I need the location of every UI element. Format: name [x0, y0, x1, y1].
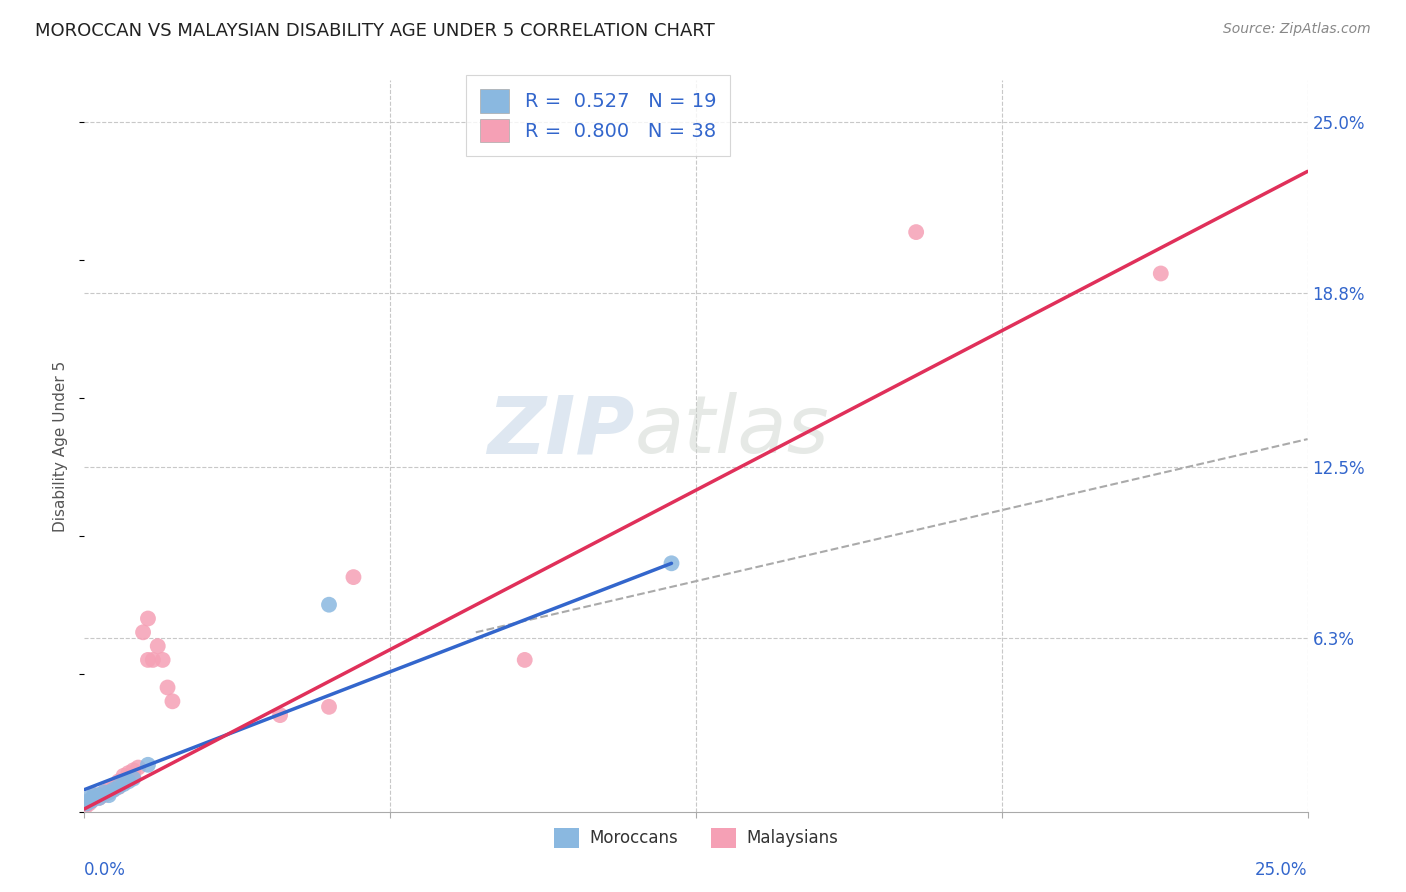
Point: [97, 785, 120, 799]
Point: [269, 708, 291, 723]
Point: [97, 788, 120, 802]
Point: [112, 769, 135, 783]
Point: [76, 797, 98, 811]
Point: [103, 780, 125, 794]
Point: [93, 788, 115, 802]
Text: Source: ZipAtlas.com: Source: ZipAtlas.com: [1223, 22, 1371, 37]
Point: [83, 788, 105, 802]
Legend: Moroccans, Malaysians: Moroccans, Malaysians: [547, 821, 845, 855]
Point: [112, 774, 135, 789]
Point: [107, 774, 129, 789]
Point: [83, 791, 105, 805]
Point: [136, 757, 159, 772]
Point: [1150, 267, 1173, 281]
Point: [77, 794, 100, 808]
Point: [83, 788, 105, 802]
Point: [93, 785, 115, 799]
Point: [97, 782, 120, 797]
Point: [76, 797, 98, 811]
Point: [103, 782, 125, 797]
Point: [77, 794, 100, 808]
Point: [117, 766, 139, 780]
Point: [122, 772, 145, 786]
Text: 25.0%: 25.0%: [1256, 862, 1308, 880]
Text: MOROCCAN VS MALAYSIAN DISABILITY AGE UNDER 5 CORRELATION CHART: MOROCCAN VS MALAYSIAN DISABILITY AGE UND…: [35, 22, 714, 40]
Point: [905, 225, 928, 239]
Point: [117, 774, 139, 789]
Point: [87, 788, 110, 802]
Point: [132, 625, 155, 640]
Point: [342, 570, 364, 584]
Point: [122, 764, 145, 778]
Point: [107, 780, 129, 794]
Point: [152, 653, 174, 667]
Point: [77, 791, 100, 805]
Point: [80, 794, 103, 808]
Point: [136, 653, 159, 667]
Point: [117, 772, 139, 786]
Point: [146, 639, 169, 653]
Point: [87, 788, 110, 802]
Point: [156, 681, 179, 695]
Point: [318, 699, 340, 714]
Point: [162, 694, 184, 708]
Point: [318, 598, 340, 612]
Point: [107, 780, 129, 794]
Point: [87, 791, 110, 805]
Point: [112, 777, 135, 791]
Point: [136, 611, 159, 625]
Point: [93, 785, 115, 799]
Point: [80, 794, 103, 808]
Point: [142, 653, 165, 667]
Text: ZIP: ZIP: [488, 392, 636, 470]
Point: [122, 769, 145, 783]
Point: [513, 653, 536, 667]
Point: [77, 797, 100, 811]
Text: 0.0%: 0.0%: [84, 862, 127, 880]
Point: [103, 782, 125, 797]
Text: atlas: atlas: [636, 392, 830, 470]
Point: [83, 791, 105, 805]
Point: [661, 557, 683, 571]
Point: [87, 791, 110, 805]
Y-axis label: Disability Age Under 5: Disability Age Under 5: [53, 360, 69, 532]
Point: [97, 785, 120, 799]
Point: [75, 799, 97, 814]
Point: [127, 760, 149, 774]
